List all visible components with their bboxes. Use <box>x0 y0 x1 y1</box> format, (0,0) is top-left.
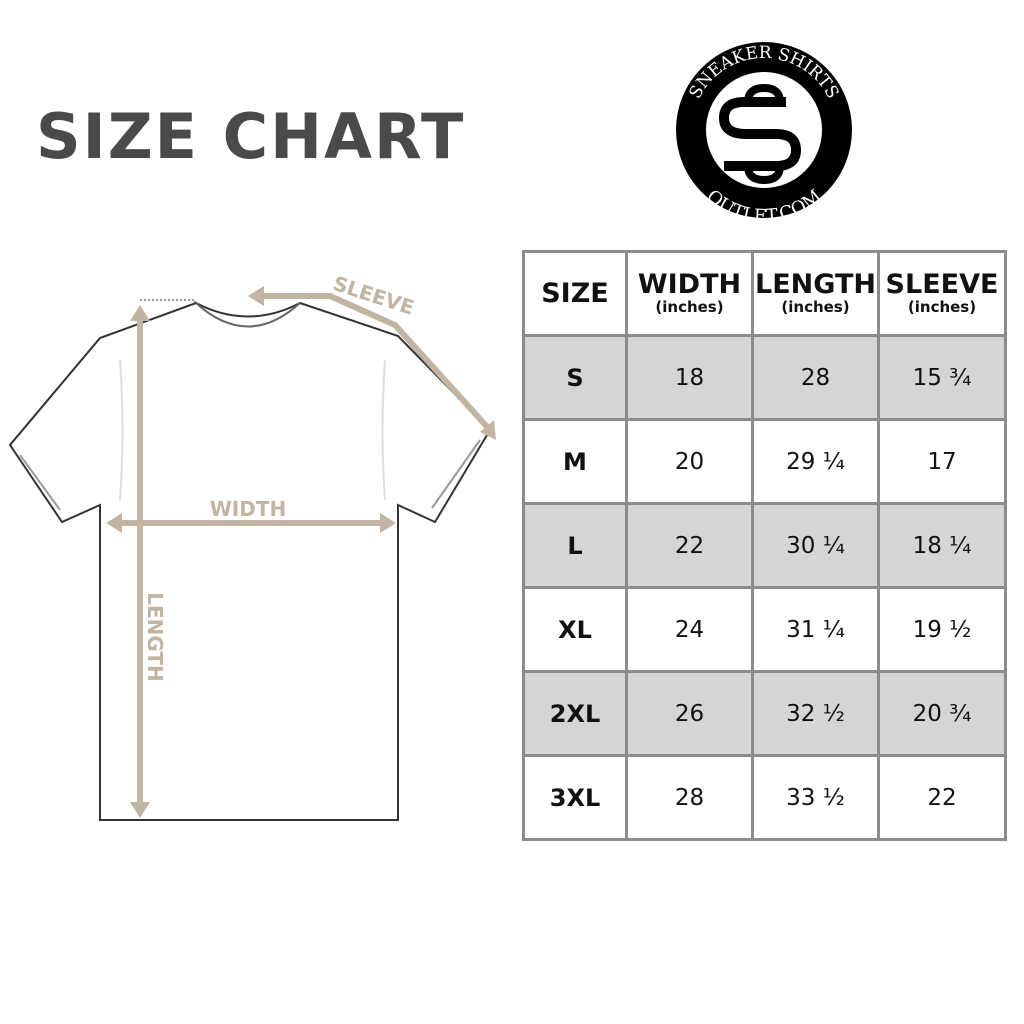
table-row: 2XL 26 32 ½ 20 ¾ <box>522 670 1007 757</box>
header-label: WIDTH <box>637 268 742 300</box>
header-label: SIZE <box>541 277 609 309</box>
page-title: SIZE CHART <box>36 100 466 173</box>
logo-monogram <box>718 84 802 184</box>
tshirt-diagram: SLEEVE WIDTH LENGTH <box>8 271 496 821</box>
size-cell: M <box>522 418 628 505</box>
tshirt-outline <box>8 301 492 821</box>
size-cell: 2XL <box>522 670 628 757</box>
sleeve-cell: 15 ¾ <box>877 334 1007 421</box>
width-label: WIDTH <box>210 497 286 521</box>
length-label: LENGTH <box>143 592 167 682</box>
size-cell: L <box>522 502 628 589</box>
length-cell: 33 ½ <box>751 754 880 841</box>
header-unit: (inches) <box>781 297 850 316</box>
sleeve-arrow <box>248 286 496 440</box>
width-cell: 26 <box>625 670 754 757</box>
length-cell: 29 ¼ <box>751 418 880 505</box>
table-row: S 18 28 15 ¾ <box>522 334 1007 421</box>
width-cell: 22 <box>625 502 754 589</box>
width-cell: 24 <box>625 586 754 673</box>
table-row: L 22 30 ¼ 18 ¼ <box>522 502 1007 589</box>
sleeve-cell: 17 <box>877 418 1007 505</box>
brand-logo: SNEAKER SHIRTS OUTLET.COM <box>676 42 852 220</box>
size-cell: 3XL <box>522 754 628 841</box>
header-width: WIDTH (inches) <box>625 250 754 337</box>
length-cell: 31 ¼ <box>751 586 880 673</box>
header-length: LENGTH (inches) <box>751 250 880 337</box>
table-row: M 20 29 ¼ 17 <box>522 418 1007 505</box>
dotted-guide <box>140 299 196 303</box>
table-row: 3XL 28 33 ½ 22 <box>522 754 1007 841</box>
width-cell: 20 <box>625 418 754 505</box>
header-size: SIZE <box>522 250 628 337</box>
header-label: SLEEVE <box>885 268 999 300</box>
length-cell: 28 <box>751 334 880 421</box>
length-arrow <box>130 305 150 818</box>
width-cell: 18 <box>625 334 754 421</box>
table-row: XL 24 31 ¼ 19 ½ <box>522 586 1007 673</box>
sleeve-cell: 18 ¼ <box>877 502 1007 589</box>
header-sleeve: SLEEVE (inches) <box>877 250 1007 337</box>
table-header-row: SIZE WIDTH (inches) LENGTH (inches) SLEEVE… <box>522 250 1007 337</box>
header-label: LENGTH <box>755 268 876 300</box>
sleeve-cell: 20 ¾ <box>877 670 1007 757</box>
header-unit: (inches) <box>655 297 724 316</box>
width-cell: 28 <box>625 754 754 841</box>
size-table: SIZE WIDTH (inches) LENGTH (inches) SLEEVE… <box>522 250 1007 841</box>
size-cell: S <box>522 334 628 421</box>
sleeve-cell: 19 ½ <box>877 586 1007 673</box>
length-cell: 32 ½ <box>751 670 880 757</box>
width-arrow <box>106 513 396 533</box>
length-cell: 30 ¼ <box>751 502 880 589</box>
header-unit: (inches) <box>907 297 977 316</box>
size-cell: XL <box>522 586 628 673</box>
sleeve-cell: 22 <box>877 754 1007 841</box>
